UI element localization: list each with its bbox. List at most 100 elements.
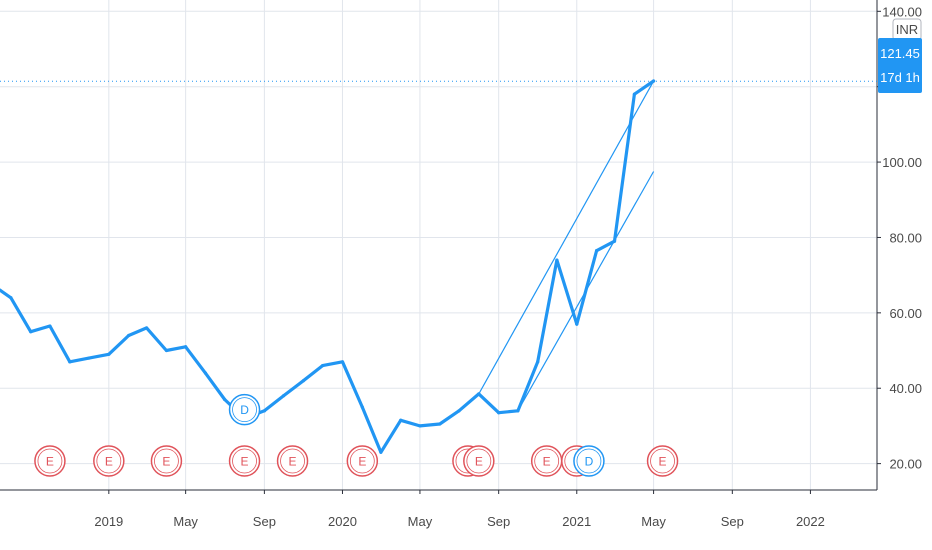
marker-inner-ring (349, 448, 375, 474)
earnings-marker[interactable]: E (150, 445, 183, 477)
earnings-marker[interactable]: E (276, 445, 309, 477)
earnings-marker[interactable]: E (93, 445, 125, 477)
marker-circle (228, 445, 261, 477)
data-point (164, 348, 169, 353)
data-point (301, 379, 306, 383)
data-point (29, 330, 33, 334)
y-tick-label: 60.00 (889, 306, 922, 321)
data-point (223, 397, 227, 402)
data-point (516, 409, 520, 413)
marker-inner-ring (280, 448, 305, 474)
marker-circle (346, 445, 379, 477)
x-tick-label: May (641, 514, 666, 529)
marker-label: D (240, 403, 249, 417)
dividend-marker[interactable]: D (573, 445, 605, 477)
marker-circle (228, 393, 261, 426)
data-point (438, 422, 442, 426)
y-tick-label: 140.00 (882, 4, 922, 19)
data-point (477, 392, 481, 396)
earnings-marker[interactable]: E (228, 445, 261, 477)
time-axis[interactable]: 2019 May Sep 2020 May Sep 2021 May Sep 2022 (94, 490, 825, 529)
data-point (379, 450, 383, 454)
data-point (127, 333, 131, 338)
marker-label: E (162, 455, 170, 469)
trendline[interactable] (478, 80, 655, 395)
series[interactable] (0, 79, 656, 454)
y-tick-label: 80.00 (889, 230, 922, 245)
marker-label: E (241, 455, 249, 469)
last-price-label: 121.45 (880, 46, 920, 61)
marker-label: E (475, 455, 483, 469)
marker-circle (150, 445, 183, 477)
marker-circle (276, 445, 309, 477)
x-tick-label: Sep (253, 514, 276, 529)
marker-inner-ring (576, 448, 602, 474)
currency-label: INR (896, 22, 918, 37)
data-point (612, 239, 617, 243)
dividend-marker[interactable]: D (228, 393, 261, 426)
data-point (144, 326, 149, 330)
earnings-marker[interactable]: E (530, 445, 563, 477)
data-point (399, 418, 403, 422)
earnings-marker[interactable]: E (646, 445, 679, 477)
data-point (184, 345, 188, 349)
marker-inner-ring (650, 448, 675, 474)
data-point (9, 296, 13, 300)
x-tick-label: 2022 (796, 514, 825, 529)
x-tick-label: 2019 (94, 514, 123, 529)
data-point (595, 249, 599, 253)
data-point (418, 424, 422, 428)
marker-label: E (46, 455, 54, 469)
marker-inner-ring (154, 448, 179, 474)
y-tick-label: 40.00 (889, 381, 922, 396)
data-point (48, 324, 52, 328)
marker-inner-ring (37, 448, 63, 474)
marker-circle (646, 445, 679, 477)
data-point (262, 409, 266, 413)
earnings-marker[interactable]: E (34, 445, 66, 477)
price-tags: INR 121.45 17d 1h (878, 18, 922, 93)
earnings-marker[interactable]: E (463, 445, 495, 477)
x-tick-label: May (173, 514, 198, 529)
data-point (632, 92, 636, 96)
data-point (87, 356, 91, 360)
data-point (340, 360, 345, 364)
data-point (281, 394, 286, 398)
marker-inner-ring (534, 448, 560, 474)
marker-label: E (358, 455, 366, 469)
data-point (68, 360, 72, 364)
x-tick-label: 2020 (328, 514, 357, 529)
y-tick-label: 20.00 (889, 457, 922, 472)
marker-label: D (585, 455, 594, 469)
x-tick-label: Sep (487, 514, 510, 529)
countdown-label: 17d 1h (880, 70, 920, 85)
data-point (0, 288, 2, 292)
data-point (360, 405, 364, 409)
data-point (575, 322, 579, 326)
marker-inner-ring (232, 397, 257, 423)
x-tick-label: 2021 (562, 514, 591, 529)
marker-inner-ring (466, 448, 492, 474)
earnings-marker[interactable]: E (346, 445, 379, 477)
data-point (457, 409, 461, 413)
marker-label: E (543, 455, 551, 469)
data-point (497, 411, 501, 415)
marker-label: E (289, 455, 297, 469)
marker-inner-ring (232, 448, 257, 474)
marker-label: E (659, 455, 667, 469)
marker-circle (34, 445, 66, 477)
event-markers[interactable]: EEEEEEEEEEDED (34, 393, 679, 477)
data-point (536, 360, 540, 364)
marker-circle (93, 445, 125, 477)
marker-inner-ring (96, 448, 122, 474)
marker-circle (573, 445, 605, 477)
last-price-tag (878, 38, 922, 93)
y-tick-label: 100.00 (882, 155, 922, 170)
marker-circle (463, 445, 495, 477)
data-point (651, 79, 656, 83)
data-point (203, 371, 208, 375)
data-point (107, 352, 111, 356)
data-point (555, 258, 559, 262)
marker-label: E (105, 455, 113, 469)
